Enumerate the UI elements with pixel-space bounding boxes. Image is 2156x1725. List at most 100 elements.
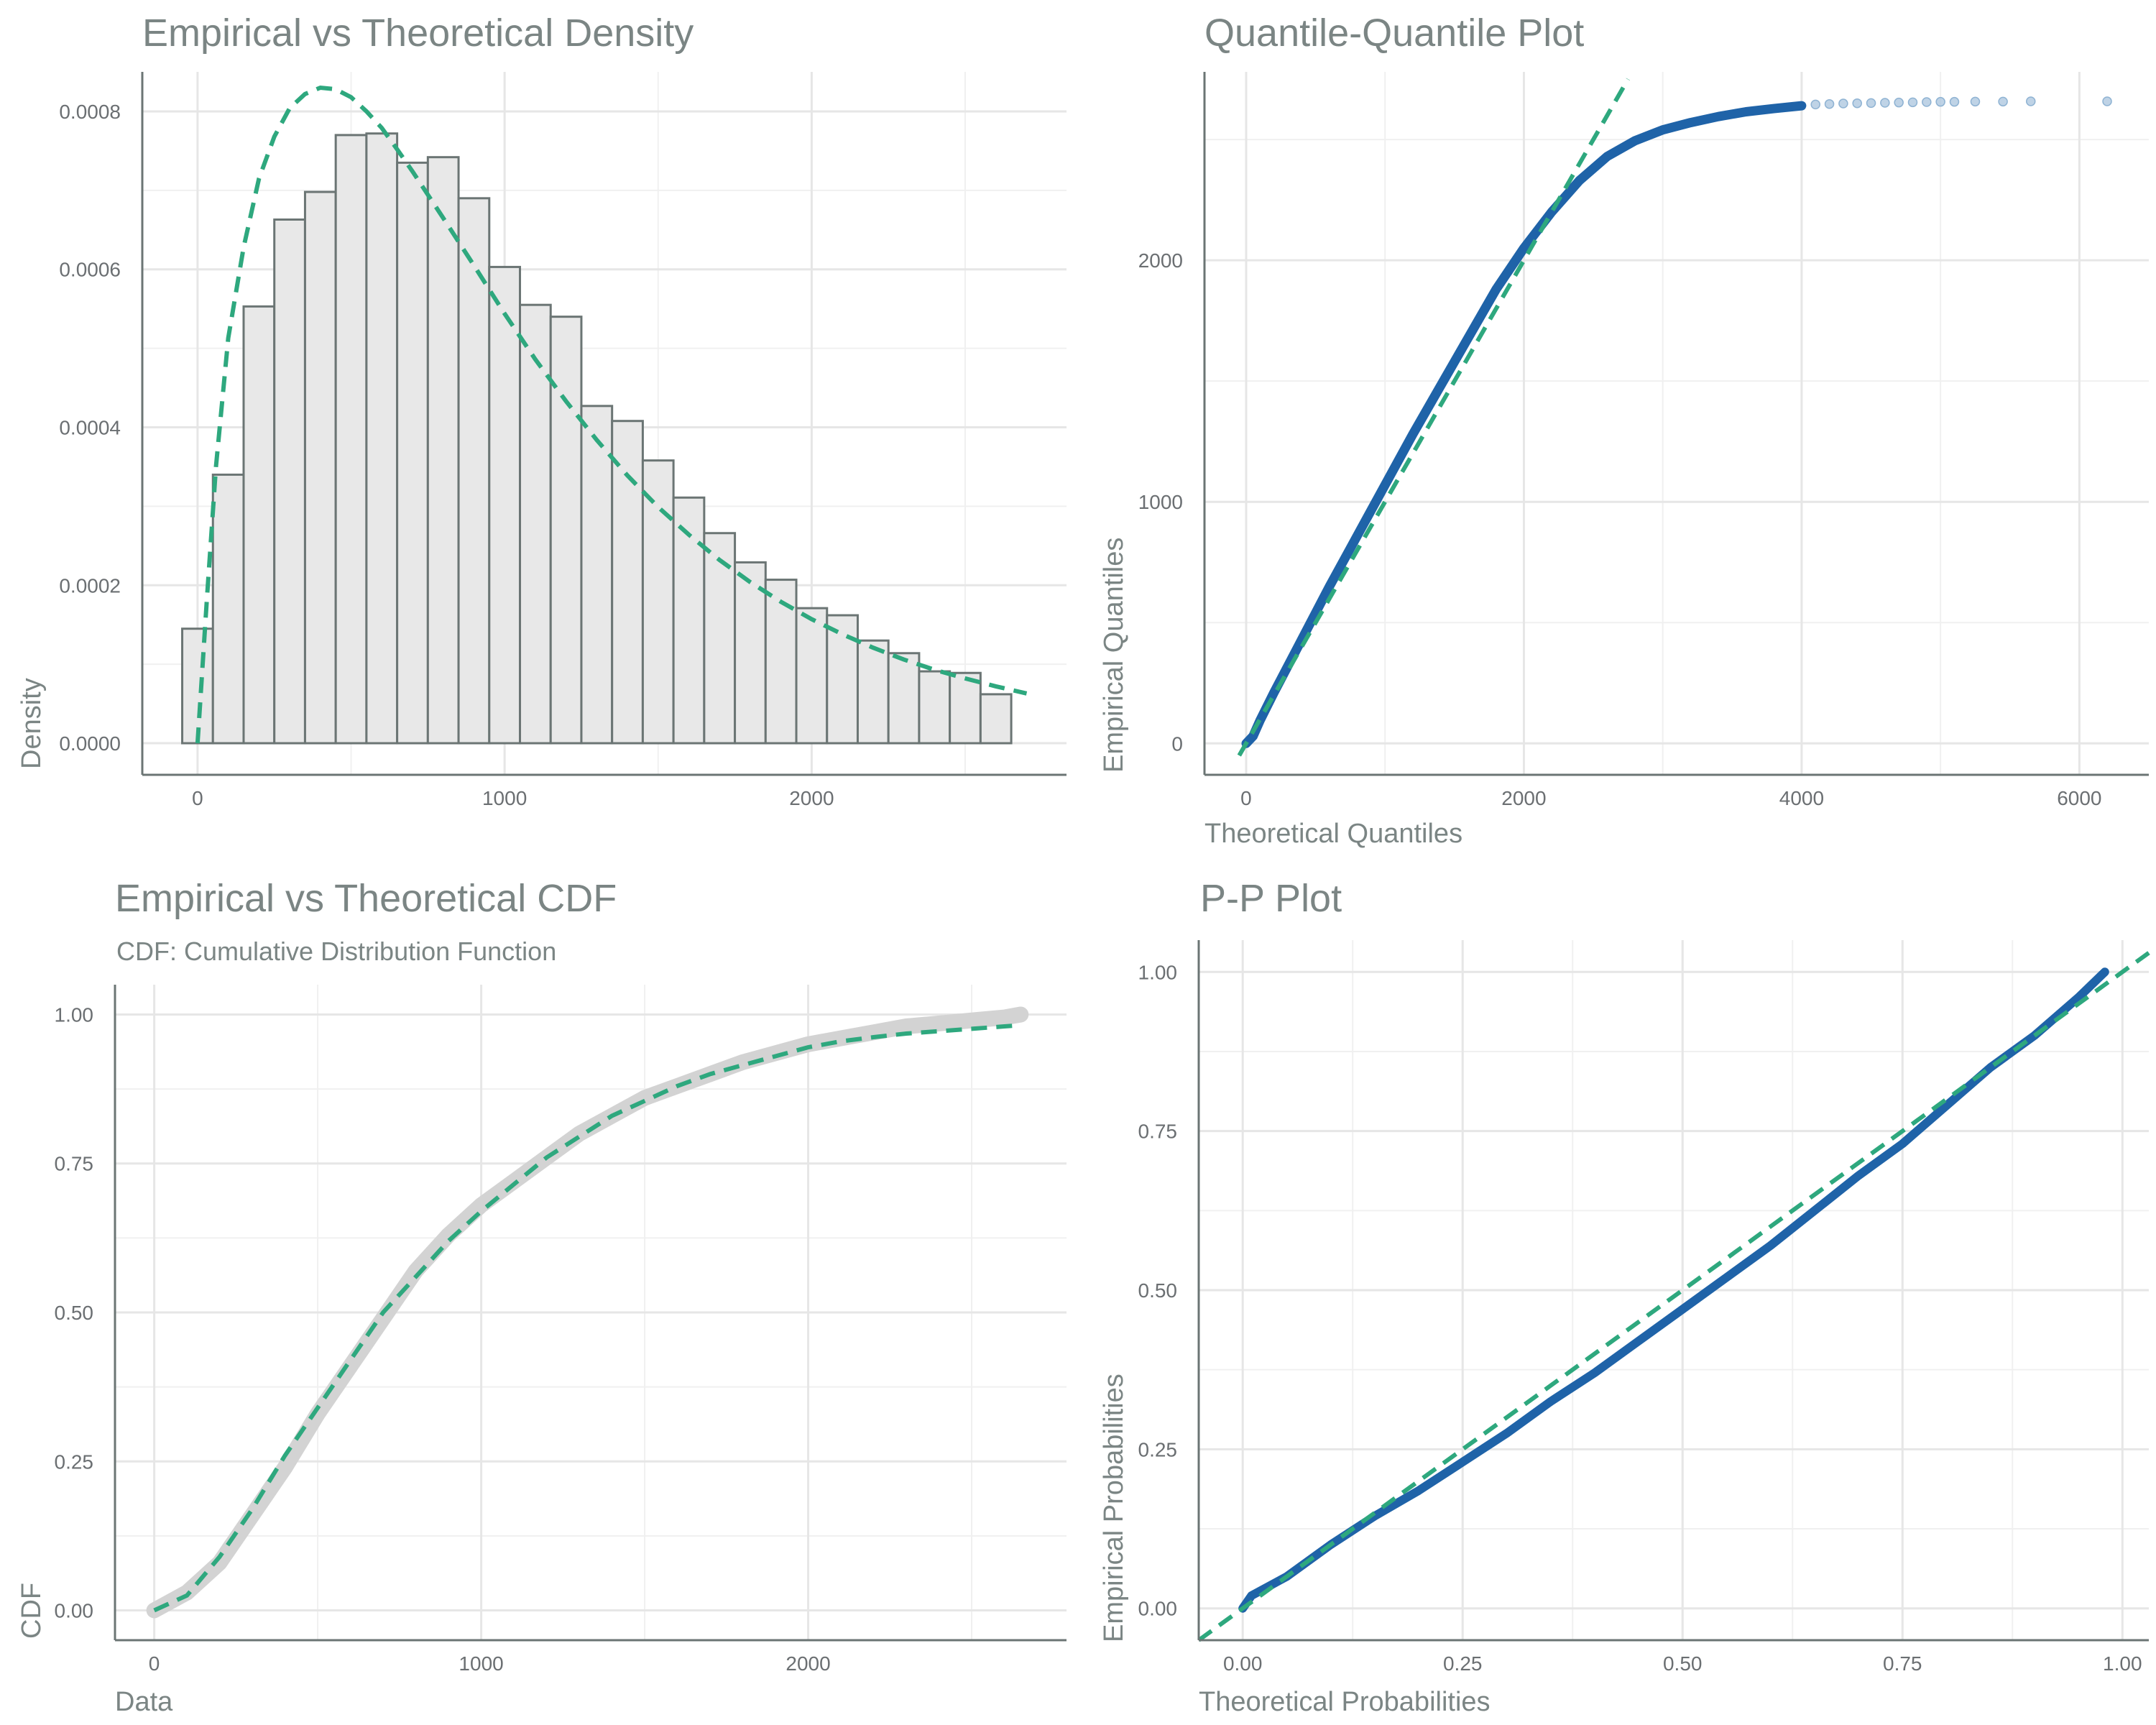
histogram-bar [580,405,614,745]
histogram-bar [211,473,245,745]
density-y-tick-label: 0.0002 [59,574,121,597]
histogram-bar [426,156,460,745]
histogram-bar [457,197,491,745]
theoretical-density-line [195,85,1028,744]
cdf-y-tick-label: 0.50 [55,1302,94,1324]
qq-tail-point [1949,96,1960,107]
qq-x-tick-label: 2000 [1501,787,1546,809]
pp-y-tick-label: 0.00 [1138,1598,1178,1620]
qq-grid [1204,72,2149,775]
density-y-tick-label: 0.0008 [59,101,121,123]
density-x-tick-label: 0 [192,787,203,809]
cdf-y-tick-label: 0.25 [55,1450,94,1473]
qq-tail-point [1810,99,1820,110]
qq-tail-point [1935,96,1945,107]
histogram-bar [949,671,982,745]
pp-title: P-P Plot [1200,877,1342,920]
qq-x-tick-label: 0 [1240,787,1252,809]
histogram-bar [396,161,429,745]
qq-tail-point [1922,97,1932,107]
histogram-bar [303,190,337,745]
pp-x-tick-label: 0.25 [1443,1652,1483,1675]
density-ylabel: Density [17,678,47,769]
pp-x-tick-label: 0.75 [1883,1652,1922,1675]
qq-tail-point [1866,98,1876,109]
density-y-tick-label: 0.0004 [59,416,121,438]
theoretical-cdf-line [153,1023,1021,1613]
histogram-bar [641,459,675,745]
qq-axes: 0 2000 4000 6000 0 1000 2000 [1138,72,2149,809]
cdf-marks [146,1006,1029,1619]
qq-reference-line [1237,78,1631,757]
qq-y-tick-label: 2000 [1138,249,1183,272]
qq-tail-point [1998,96,2008,107]
density-marks [181,85,1028,745]
qq-y-tick-label: 1000 [1138,491,1183,513]
qq-points-line [1241,101,1807,748]
qq-tail-point [2102,96,2112,106]
density-title: Empirical vs Theoretical Density [142,12,694,55]
histogram-bar [181,627,214,745]
pp-y-tick-label: 0.25 [1138,1438,1178,1460]
pp-y-tick-label: 0.75 [1138,1121,1178,1143]
histogram-bar [826,614,859,745]
histogram-bar [549,316,583,745]
pp-x-tick-label: 1.00 [2103,1652,2142,1675]
qq-y-tick-label: 0 [1171,732,1183,755]
cdf-xlabel: Data [115,1687,173,1717]
qq-tail-point [1970,96,1981,107]
pp-grid [1199,940,2149,1640]
qq-tail-point [1824,98,1835,109]
histogram-bar [734,561,767,745]
cdf-x-tick-label: 0 [149,1652,160,1675]
cdf-y-tick-label: 0.75 [55,1153,94,1175]
qq-tail-point [1907,97,1918,108]
qq-tail-point [1838,98,1848,109]
cdf-title: Empirical vs Theoretical CDF [115,877,617,920]
histogram-bar [334,134,368,745]
qq-x-tick-label: 6000 [2057,787,2101,809]
histogram-bar [273,218,306,745]
qq-tail-point [1894,97,1904,108]
histogram-bar [488,265,522,745]
cdf-grid [115,985,1067,1640]
histogram-bar [856,639,890,745]
histogram-bar [242,305,276,745]
cdf-x-tick-label: 1000 [459,1652,503,1675]
cdf-x-tick-label: 2000 [786,1652,830,1675]
pp-panel: 0.00 0.25 0.50 0.75 1.00 0.00 0.25 0.50 0.75 1.00… [1099,877,2150,1717]
qq-tail-point [1880,98,1890,108]
pp-x-tick-label: 0.00 [1223,1652,1263,1675]
histogram-bar [365,132,399,745]
cdf-axes: 0 1000 2000 0.00 0.25 0.50 0.75 1.00 [55,985,1067,1675]
qq-panel: 0 2000 4000 6000 0 1000 2000 Quantile-Quantile… [1099,12,2149,849]
qq-xlabel: Theoretical Quantiles [1204,819,1462,849]
cdf-subtitle: CDF: Cumulative Distribution Function [116,937,556,966]
density-x-tick-label: 1000 [482,787,527,809]
histogram-bar [703,532,737,745]
histogram-bar [611,420,644,745]
density-y-tick-label: 0.0000 [59,732,121,755]
pp-marks [1197,951,2150,1642]
histogram-bar [918,670,952,745]
density-x-tick-label: 2000 [789,787,834,809]
cdf-y-tick-label: 1.00 [55,1003,94,1026]
density-y-tick-label: 0.0006 [59,259,121,281]
histogram-bar [795,607,829,745]
pp-x-tick-label: 0.50 [1663,1652,1703,1675]
pp-y-tick-label: 1.00 [1138,961,1178,983]
qq-tail-point [1852,98,1862,109]
qq-ylabel: Empirical Quantiles [1099,538,1129,773]
cdf-y-tick-label: 0.00 [55,1600,94,1622]
qq-x-tick-label: 4000 [1779,787,1824,809]
pp-xlabel: Theoretical Probabilities [1199,1687,1491,1717]
qq-title: Quantile-Quantile Plot [1204,12,1584,55]
pp-axes: 0.00 0.25 0.50 0.75 1.00 0.00 0.25 0.50 0.75 1.00 [1138,940,2149,1675]
qq-tail-point [2026,96,2036,106]
pp-ylabel: Empirical Probabilities [1099,1374,1129,1642]
cdf-ylabel: CDF [17,1583,47,1639]
qq-marks [1237,78,2112,757]
histogram-bar [979,693,1013,745]
cdf-panel: 0 1000 2000 0.00 0.25 0.50 0.75 1.00 Empirical … [17,877,1067,1717]
